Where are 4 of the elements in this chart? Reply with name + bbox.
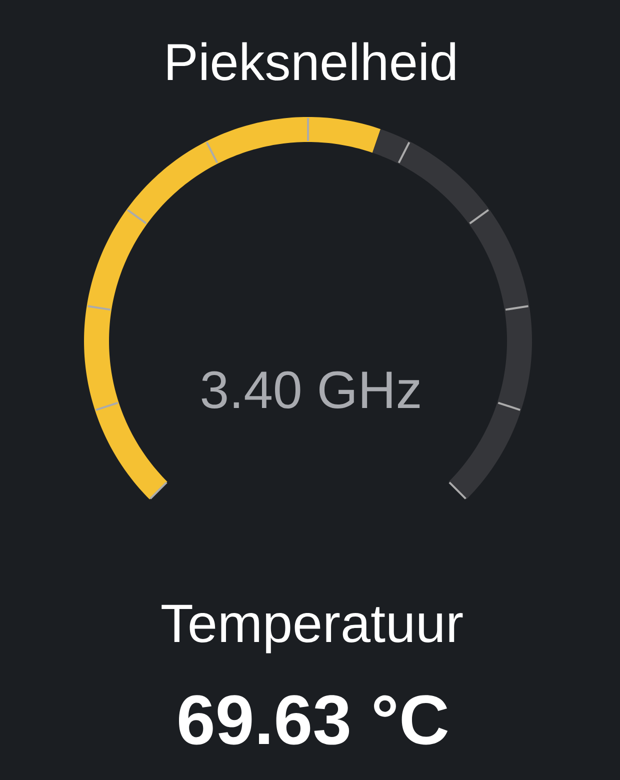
text: Temperatuur (162, 604, 463, 654)
text: 69.63 °C (178, 695, 448, 745)
text: 3.40 GHz (202, 371, 420, 409)
chart-title: Pieksnelheid (168, 42, 456, 80)
